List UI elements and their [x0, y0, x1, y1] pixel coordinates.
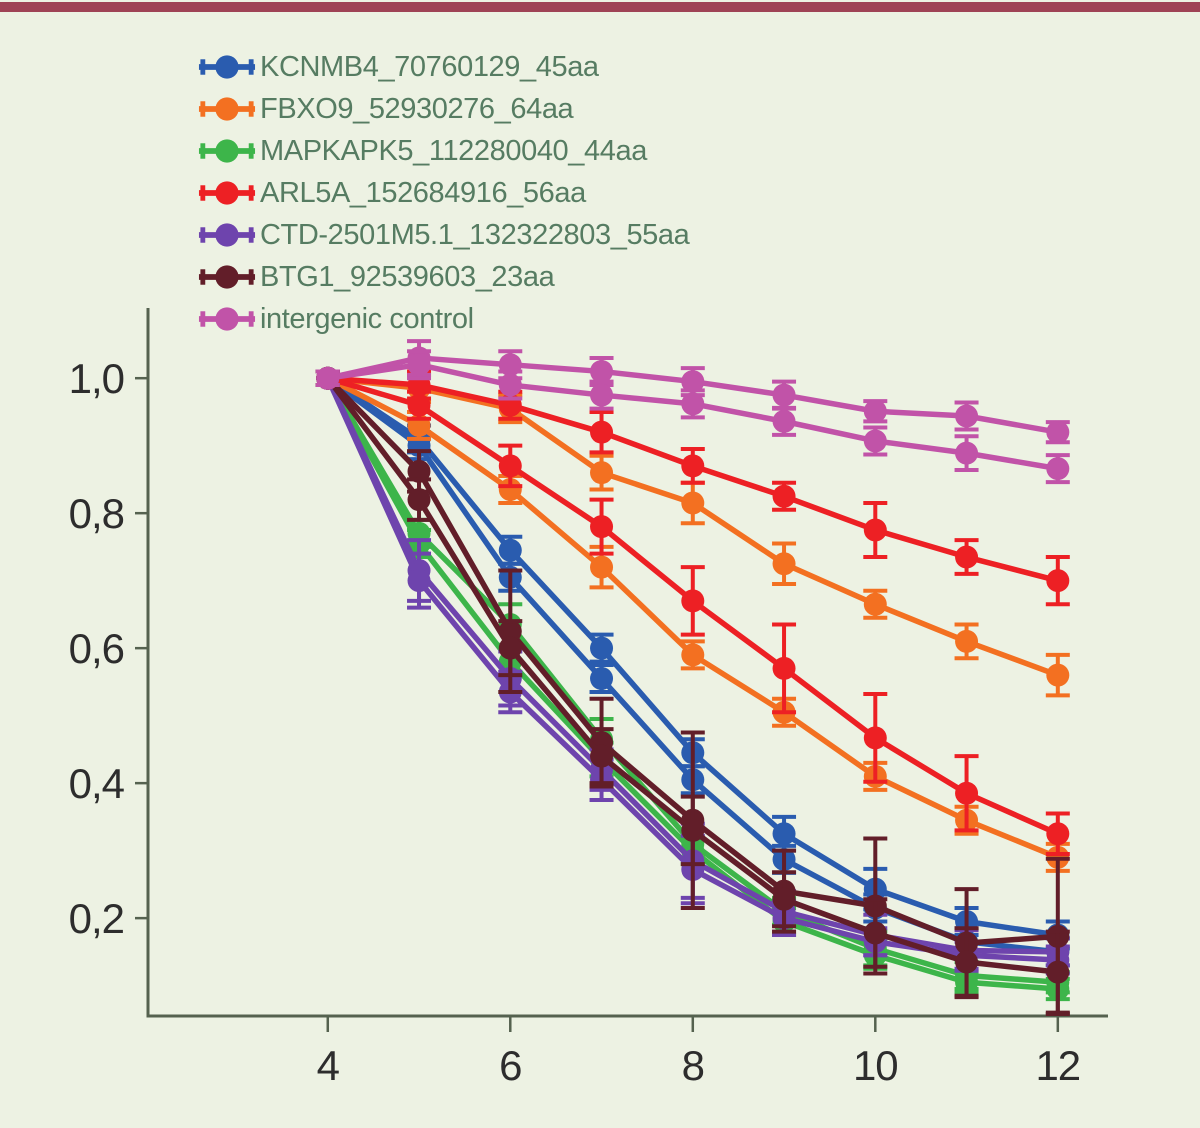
data-point: [498, 454, 522, 478]
data-point: [681, 392, 705, 416]
data-point: [955, 629, 979, 653]
data-point: [772, 887, 796, 911]
legend-marker-icon: [198, 218, 256, 252]
x-tick-label: 6: [499, 1042, 521, 1089]
x-tick-label: 12: [1035, 1042, 1080, 1089]
data-point: [681, 491, 705, 515]
data-point: [498, 373, 522, 397]
x-tick-label: 10: [853, 1042, 898, 1089]
data-point: [407, 569, 431, 593]
data-point: [772, 822, 796, 846]
data-point: [772, 484, 796, 508]
data-point: [590, 383, 614, 407]
y-tick-label: 0,2: [69, 895, 124, 942]
data-point: [590, 461, 614, 485]
data-point: [407, 459, 431, 483]
data-point: [316, 366, 340, 390]
data-point: [1046, 420, 1070, 444]
legend-item: KCNMB4_70760129_45aa: [198, 46, 689, 88]
data-point: [681, 454, 705, 478]
legend-marker-icon: [198, 50, 256, 84]
x-tick-label: 4: [317, 1042, 340, 1089]
data-point: [772, 383, 796, 407]
data-point: [863, 592, 887, 616]
data-point: [681, 370, 705, 394]
y-tick-label: 1,0: [69, 355, 124, 402]
data-point: [863, 518, 887, 542]
legend-item: FBXO9_52930276_64aa: [198, 88, 689, 130]
legend-item: CTD-2501M5.1_132322803_55aa: [198, 214, 690, 256]
data-point: [407, 393, 431, 417]
data-point: [955, 781, 979, 805]
data-point: [772, 656, 796, 680]
data-point: [772, 552, 796, 576]
data-point: [1046, 457, 1070, 481]
legend-marker-icon: [198, 92, 256, 126]
data-point: [407, 353, 431, 377]
data-point: [955, 404, 979, 428]
legend-item: intergenic control: [198, 298, 689, 340]
y-tick-label: 0,6: [69, 625, 124, 672]
data-point: [590, 555, 614, 579]
data-point: [863, 726, 887, 750]
data-point: [407, 488, 431, 512]
y-tick-label: 0,4: [69, 760, 125, 807]
legend-item-label: KCNMB4_70760129_45aa: [260, 50, 599, 83]
legend-marker-icon: [198, 302, 256, 336]
legend-marker-icon: [198, 176, 256, 210]
data-point: [955, 545, 979, 569]
top-accent-bar: [0, 2, 1200, 12]
data-point: [1046, 822, 1070, 846]
data-point: [1046, 960, 1070, 984]
data-point: [498, 478, 522, 502]
data-point: [863, 921, 887, 945]
legend-item-label: BTG1_92539603_23aa: [260, 260, 555, 293]
data-point: [590, 515, 614, 539]
data-point: [681, 818, 705, 842]
data-point: [681, 589, 705, 613]
data-point: [1046, 569, 1070, 593]
data-point: [1046, 663, 1070, 687]
y-tick-label: 0,8: [69, 490, 124, 537]
data-point: [498, 538, 522, 562]
legend-marker-icon: [198, 134, 256, 168]
legend-item: ARL5A_152684916_56aa: [198, 172, 689, 214]
legend-marker-icon: [198, 260, 256, 294]
legend-item: BTG1_92539603_23aa: [198, 256, 689, 298]
data-point: [772, 409, 796, 433]
data-point: [590, 667, 614, 691]
data-point: [863, 399, 887, 423]
chart-legend: KCNMB4_70760129_45aa FBXO9_52930276_64aa…: [198, 46, 690, 340]
data-point: [863, 429, 887, 453]
legend-item-label: FBXO9_52930276_64aa: [260, 92, 574, 125]
legend-item-label: intergenic control: [260, 302, 474, 335]
legend-item: MAPKAPK5_112280040_44aa: [198, 130, 689, 172]
legend-item-label: MAPKAPK5_112280040_44aa: [260, 134, 647, 167]
legend-item-label: CTD-2501M5.1_132322803_55aa: [260, 218, 690, 251]
data-point: [498, 636, 522, 660]
x-tick-label: 8: [682, 1042, 704, 1089]
data-point: [590, 420, 614, 444]
data-point: [955, 950, 979, 974]
legend-item-label: ARL5A_152684916_56aa: [260, 176, 586, 209]
data-point: [955, 441, 979, 465]
data-point: [590, 359, 614, 383]
data-point: [681, 643, 705, 667]
data-point: [590, 636, 614, 660]
data-point: [590, 744, 614, 768]
